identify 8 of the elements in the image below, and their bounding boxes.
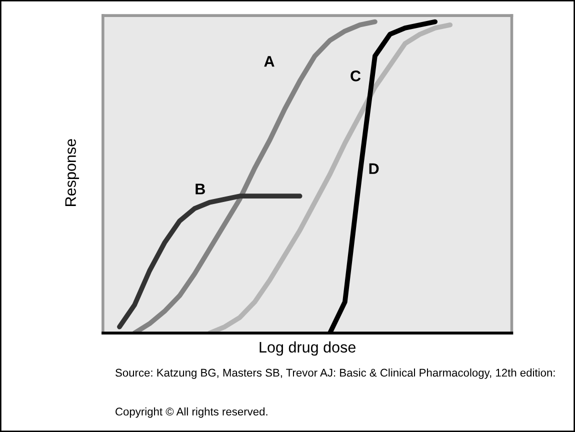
series-label: A: [264, 56, 274, 67]
series-label: C: [350, 70, 361, 82]
x-axis-title: Log drug dose: [260, 341, 356, 356]
source-note: Source: Katzung BG, Masters SB, Trevor AJ: Basic & Clinical Pharmacology, 12th edition:: [116, 368, 555, 379]
y-axis-title: Response: [65, 139, 79, 206]
series-label: D: [369, 163, 379, 174]
text: Copyright © All rights reserved.: [116, 407, 268, 418]
series-label: B: [196, 184, 205, 194]
